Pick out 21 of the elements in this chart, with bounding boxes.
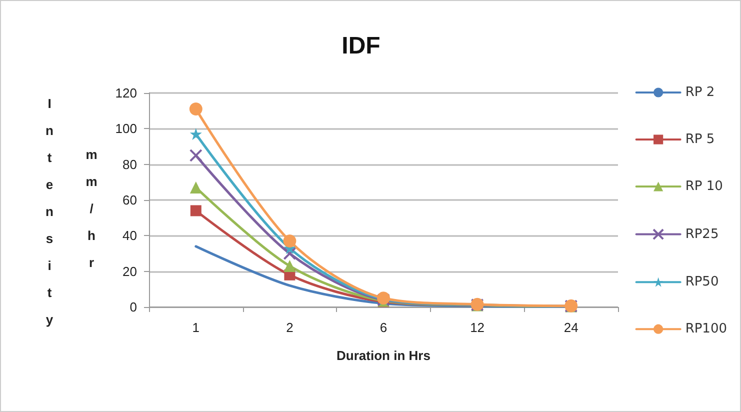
legend-label: RP25 xyxy=(685,226,719,242)
text: Intensity mm/hr xyxy=(42,96,99,339)
y-tick-label: 120 xyxy=(115,86,137,100)
legend-label: RP100 xyxy=(685,322,727,337)
legend-label: RP 5 xyxy=(685,132,715,147)
x-tick-label: 12 xyxy=(470,320,485,335)
y-tick-label: 80 xyxy=(122,156,137,172)
legend-label: RP50 xyxy=(685,274,719,290)
y-tick-label: 40 xyxy=(122,228,137,244)
x-tick-label: 6 xyxy=(380,320,388,335)
legend-label: RP 2 xyxy=(685,85,715,100)
x-tick-label: 24 xyxy=(564,320,578,335)
y-tick-label: 20 xyxy=(122,264,137,279)
y-tick-label: 0 xyxy=(130,300,137,314)
x-axis-title: Duration in Hrs xyxy=(336,348,430,363)
y-tick-label: 100 xyxy=(115,121,137,136)
x-tick-label: 2 xyxy=(286,320,294,335)
x-tick-label: 1 xyxy=(192,320,200,335)
y-tick-label: 60 xyxy=(122,192,137,208)
chart-title: IDF xyxy=(342,32,380,60)
legend-label: RP 10 xyxy=(685,179,723,194)
